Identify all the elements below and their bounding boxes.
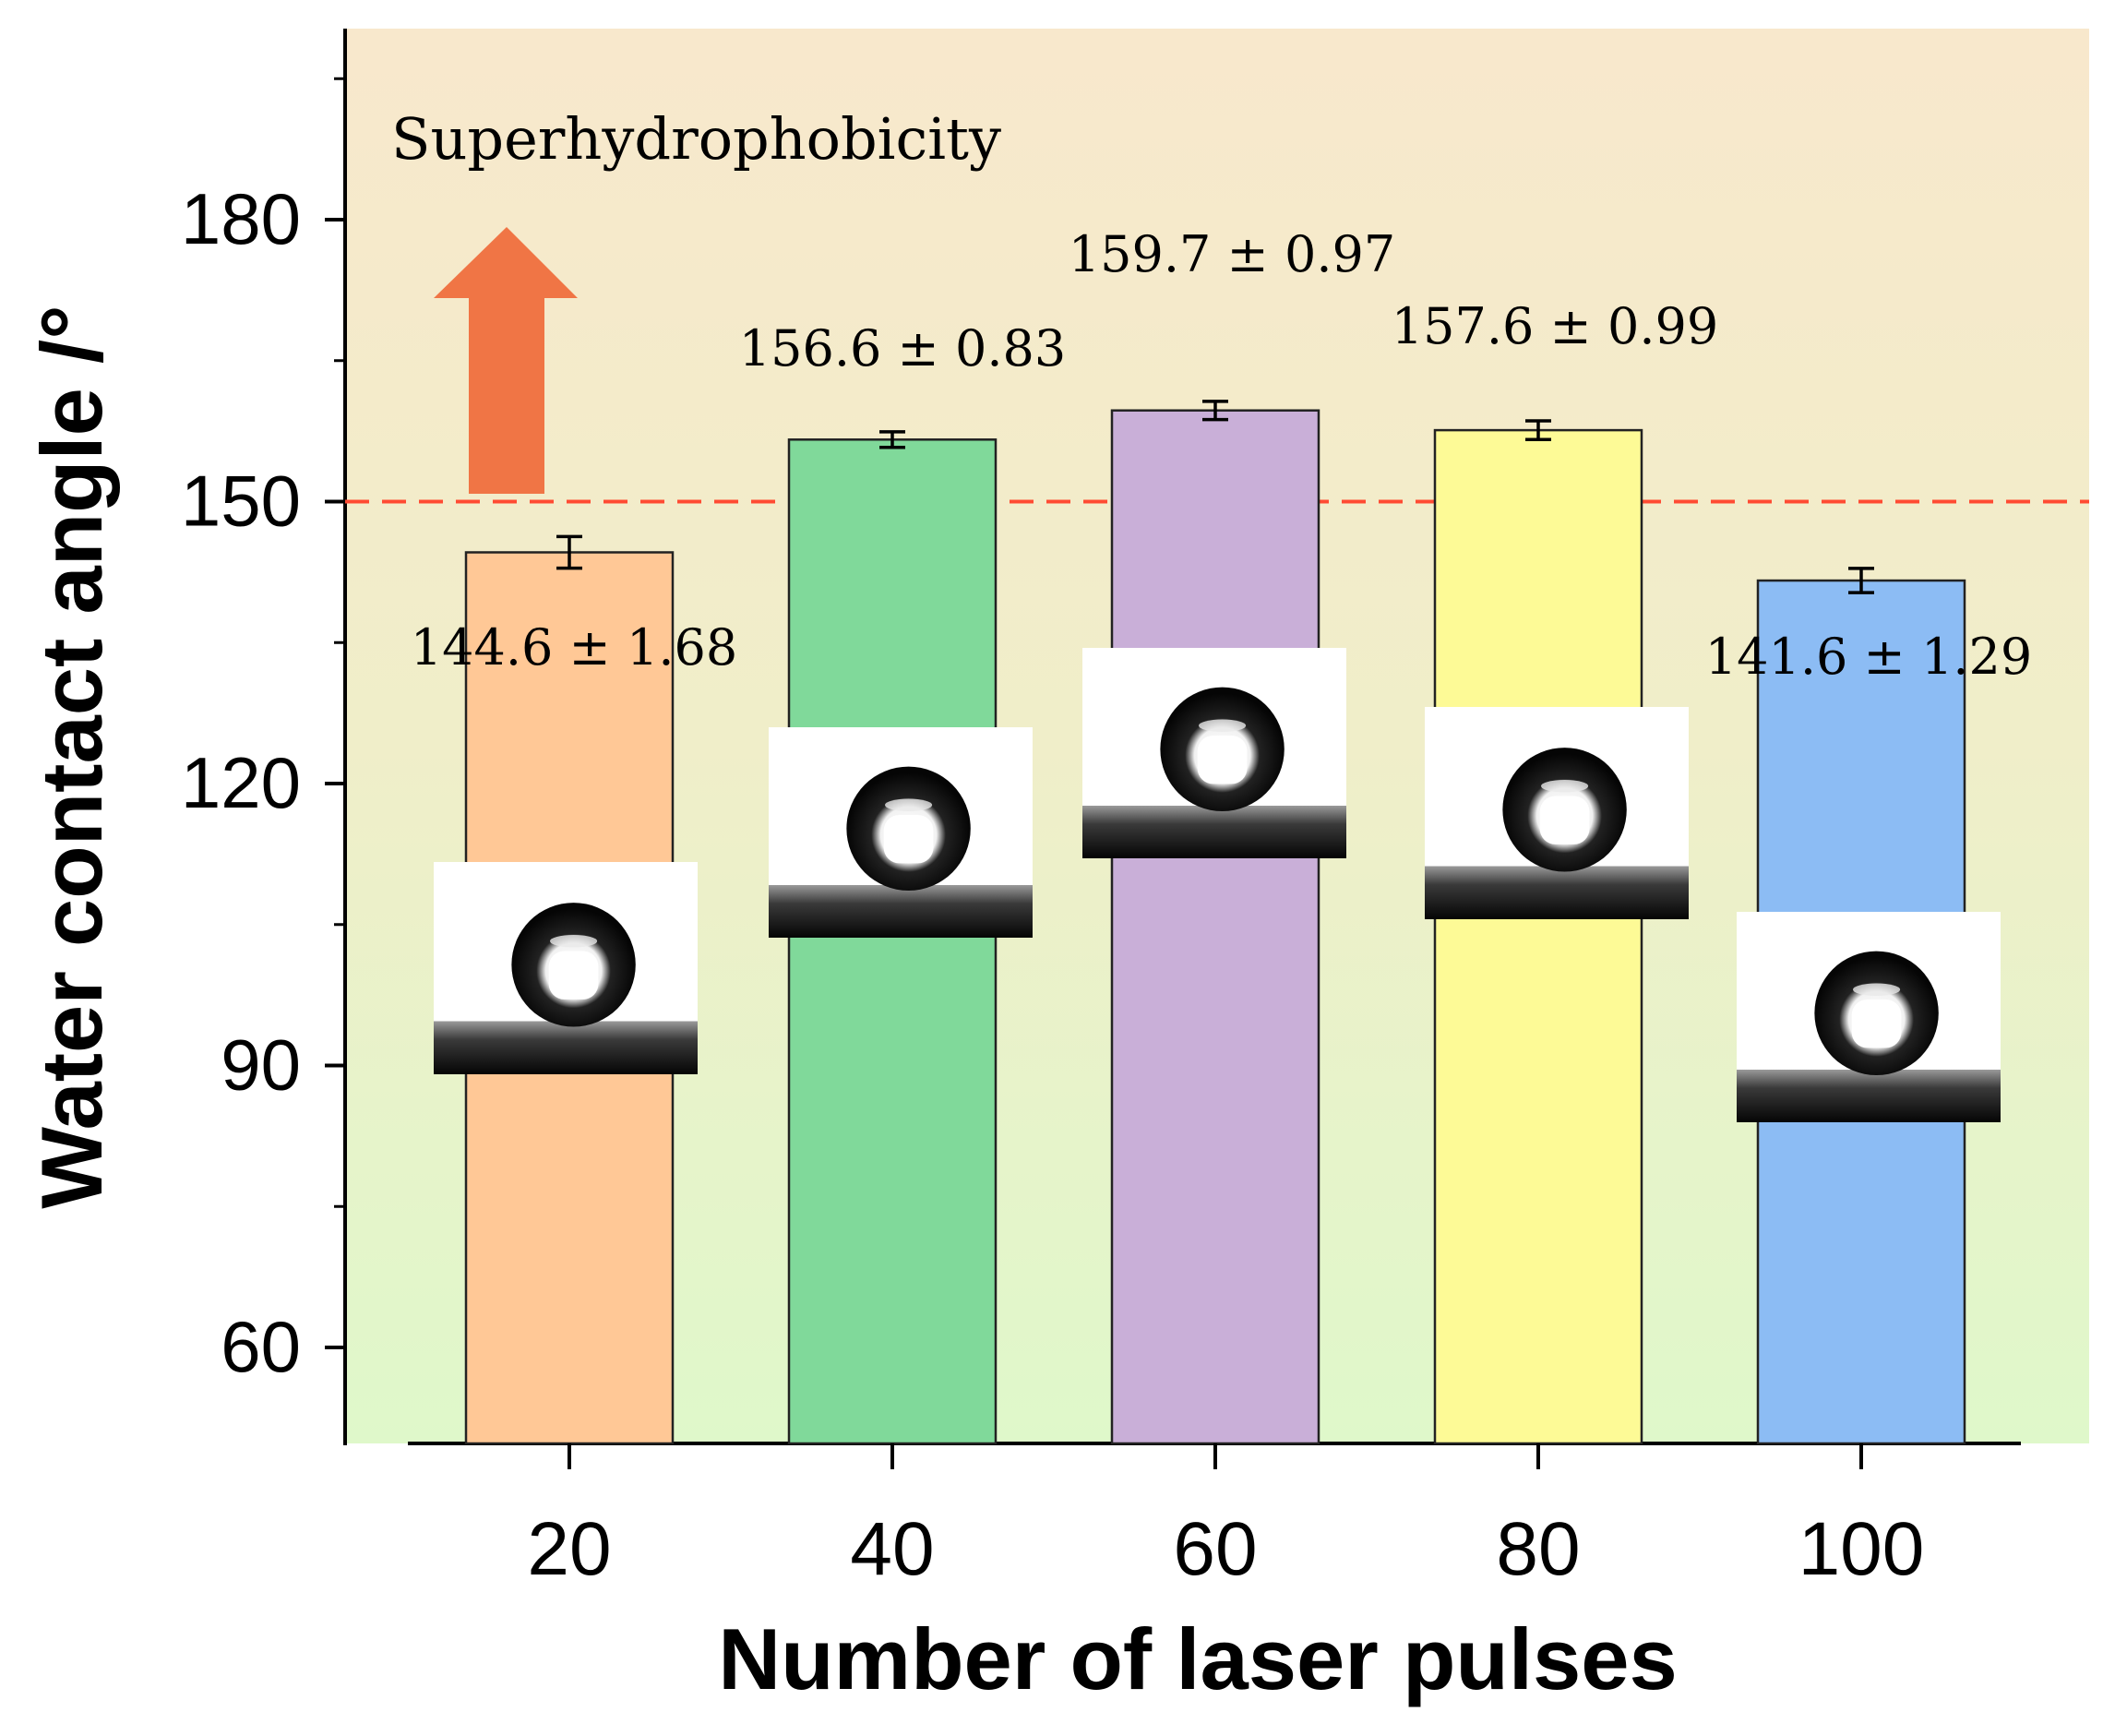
- y-ticks: 60 90 120 150 180: [181, 77, 345, 1387]
- droplet-image-80: [1425, 707, 1689, 919]
- value-label: 159.7 ± 0.97: [1069, 225, 1395, 283]
- superhydrophobicity-annotation: Superhydrophobicity: [391, 105, 1001, 173]
- value-label: 144.6 ± 1.68: [411, 618, 737, 676]
- droplet-image-60: [1082, 648, 1346, 858]
- value-label: 156.6 ± 0.83: [739, 319, 1066, 377]
- value-label: 157.6 ± 0.99: [1392, 297, 1718, 355]
- y-tick-label: 120: [181, 742, 301, 823]
- bar-40: [787, 438, 998, 1445]
- droplet-image-40: [769, 727, 1033, 938]
- x-tick-label: 100: [1798, 1507, 1925, 1591]
- x-tick-label: 40: [850, 1507, 934, 1591]
- bar-80: [1433, 428, 1643, 1445]
- y-tick-label: 150: [181, 461, 301, 542]
- x-tick-label: 80: [1496, 1507, 1580, 1591]
- value-label: 141.6 ± 1.29: [1705, 628, 2032, 686]
- x-tick-label: 20: [527, 1507, 611, 1591]
- y-tick-label: 60: [221, 1306, 301, 1387]
- arrow-up-icon: [434, 227, 578, 494]
- droplet-image-20: [434, 862, 698, 1074]
- x-axis-label: Number of laser pulses: [718, 1610, 1678, 1707]
- y-axis-label: Water contact angle /°: [23, 305, 120, 1209]
- droplet-image-100: [1737, 912, 2001, 1122]
- bar-60: [1110, 409, 1320, 1445]
- y-tick-label: 180: [181, 178, 301, 259]
- x-ticks: 20 40 60 80 100: [527, 1443, 1924, 1591]
- y-tick-label: 90: [221, 1024, 301, 1106]
- x-tick-label: 60: [1173, 1507, 1257, 1591]
